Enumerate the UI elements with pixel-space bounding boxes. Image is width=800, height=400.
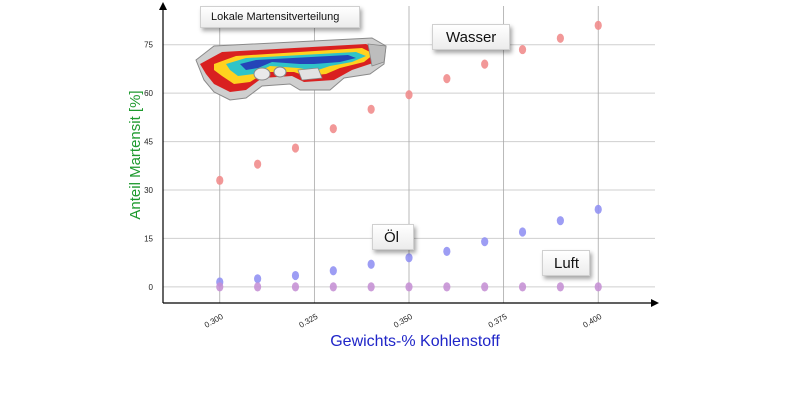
point-wasser xyxy=(367,104,375,114)
data-points xyxy=(216,20,602,292)
point-luft xyxy=(405,282,413,292)
point-luft xyxy=(594,282,602,292)
point-luft xyxy=(291,282,300,292)
callout-label-air: Luft xyxy=(542,250,590,276)
point-wasser xyxy=(254,159,262,169)
x-axis-label: Gewichts-% Kohlenstoff xyxy=(330,333,500,350)
y-tick-label: 75 xyxy=(144,41,153,50)
point-luft xyxy=(254,282,262,292)
point-oel xyxy=(367,259,375,269)
point-oel xyxy=(443,246,451,256)
x-tick-label: 0.300 xyxy=(203,312,225,330)
point-oel xyxy=(556,216,564,226)
x-tick-label: 0.325 xyxy=(298,312,320,330)
point-wasser xyxy=(443,74,451,84)
callout-label-oil: Öl xyxy=(372,224,414,250)
callout-label-water: Wasser xyxy=(432,24,510,50)
point-oel xyxy=(594,204,602,214)
x-tick-label: 0.375 xyxy=(487,312,509,330)
point-oel xyxy=(518,227,527,237)
y-axis-arrow xyxy=(159,2,167,10)
point-wasser xyxy=(481,59,489,69)
axes xyxy=(159,2,659,307)
point-oel xyxy=(254,274,262,284)
point-oel xyxy=(405,253,413,263)
point-wasser xyxy=(405,90,413,100)
point-wasser xyxy=(556,33,564,43)
point-oel xyxy=(329,266,337,276)
y-tick-label: 15 xyxy=(144,234,153,243)
point-wasser xyxy=(291,143,300,153)
y-axis-label: Anteil Martensit [%] xyxy=(127,90,144,219)
point-luft xyxy=(443,282,451,292)
point-luft xyxy=(367,282,375,292)
inset-title-callout: Lokale Martensitverteilung xyxy=(200,6,360,28)
point-luft xyxy=(556,282,564,292)
y-tick-label: 0 xyxy=(149,283,154,292)
point-wasser xyxy=(594,20,602,30)
x-tick-label: 0.400 xyxy=(581,312,603,330)
martensite-distribution-part-image xyxy=(195,37,387,101)
point-wasser xyxy=(329,124,337,134)
point-oel xyxy=(291,270,300,281)
point-wasser xyxy=(216,175,224,185)
y-tick-label: 30 xyxy=(144,186,153,195)
point-luft xyxy=(518,282,527,292)
point-luft xyxy=(481,282,489,292)
x-axis-arrow xyxy=(651,299,659,307)
point-oel xyxy=(481,237,489,247)
point-luft xyxy=(216,282,224,292)
y-tick-label: 60 xyxy=(144,89,153,98)
point-wasser xyxy=(518,44,527,55)
y-tick-label: 45 xyxy=(144,138,153,147)
point-luft xyxy=(329,282,337,292)
x-tick-label: 0.350 xyxy=(392,312,414,330)
